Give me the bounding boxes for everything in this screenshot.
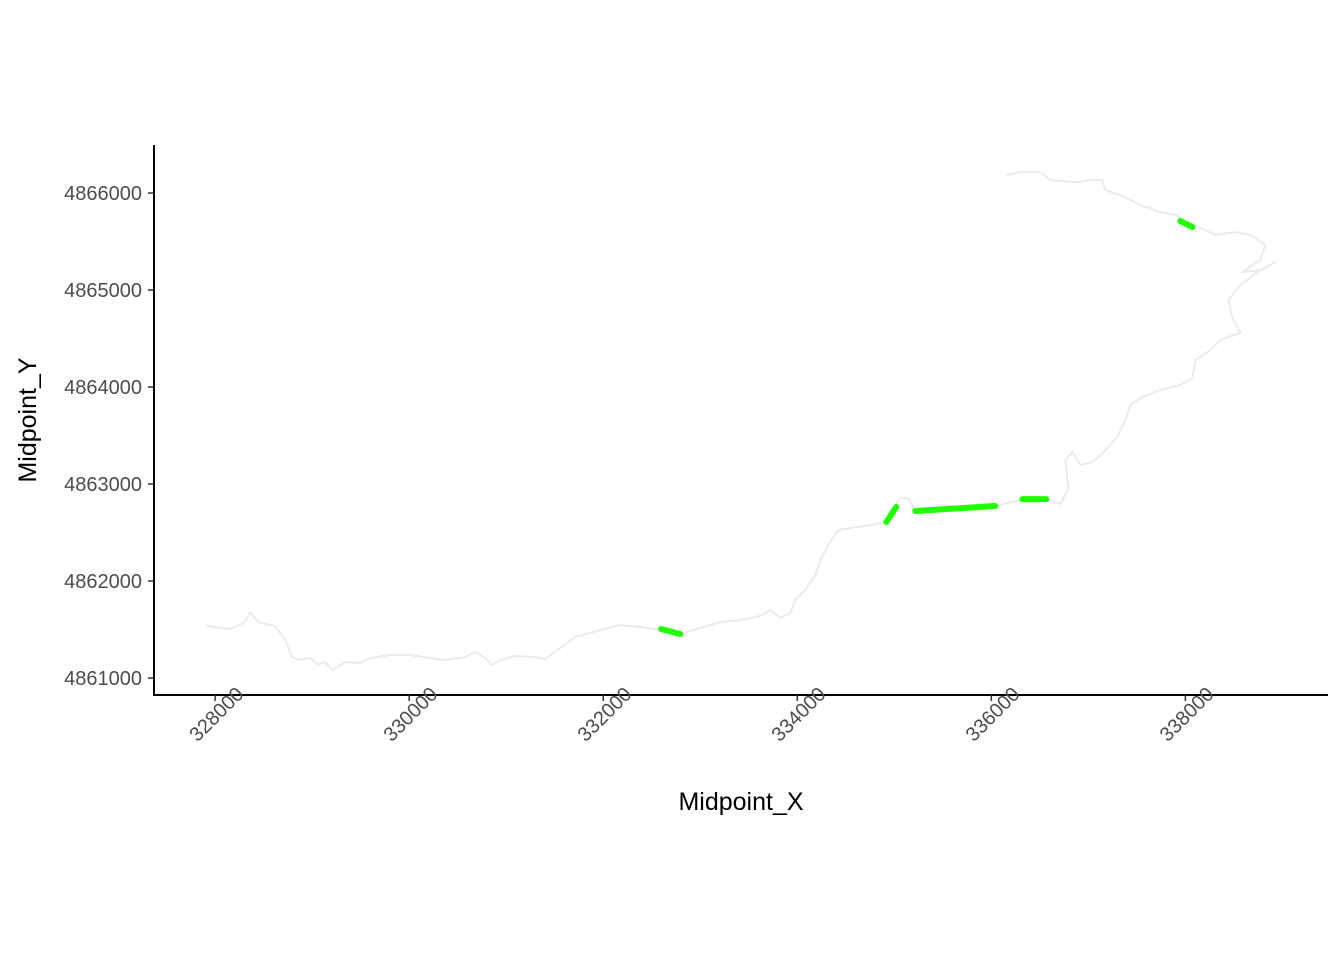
coast-line bbox=[206, 171, 1277, 672]
x-tick-label: 332000 bbox=[574, 683, 637, 746]
y-tick-label: 4863000 bbox=[64, 474, 142, 496]
y-tick-label: 4866000 bbox=[64, 183, 142, 205]
x-tick-label: 336000 bbox=[962, 683, 1025, 746]
y-tick-label: 4865000 bbox=[64, 280, 142, 302]
coast-line bbox=[883, 504, 900, 525]
x-tick-label: 334000 bbox=[768, 683, 831, 746]
y-axis-title: Midpoint_Y bbox=[14, 357, 42, 482]
x-tick-label: 330000 bbox=[380, 683, 443, 746]
coast-line bbox=[912, 503, 999, 514]
x-tick-label: 328000 bbox=[186, 683, 249, 746]
y-tick-label: 4864000 bbox=[64, 377, 142, 399]
x-axis-title: Midpoint_X bbox=[678, 788, 803, 816]
y-tick-label: 4861000 bbox=[64, 668, 142, 690]
y-tick-label: 4862000 bbox=[64, 571, 142, 593]
x-tick-label: 338000 bbox=[1156, 683, 1219, 746]
coast-line bbox=[658, 626, 684, 637]
coast-line bbox=[1177, 218, 1196, 231]
